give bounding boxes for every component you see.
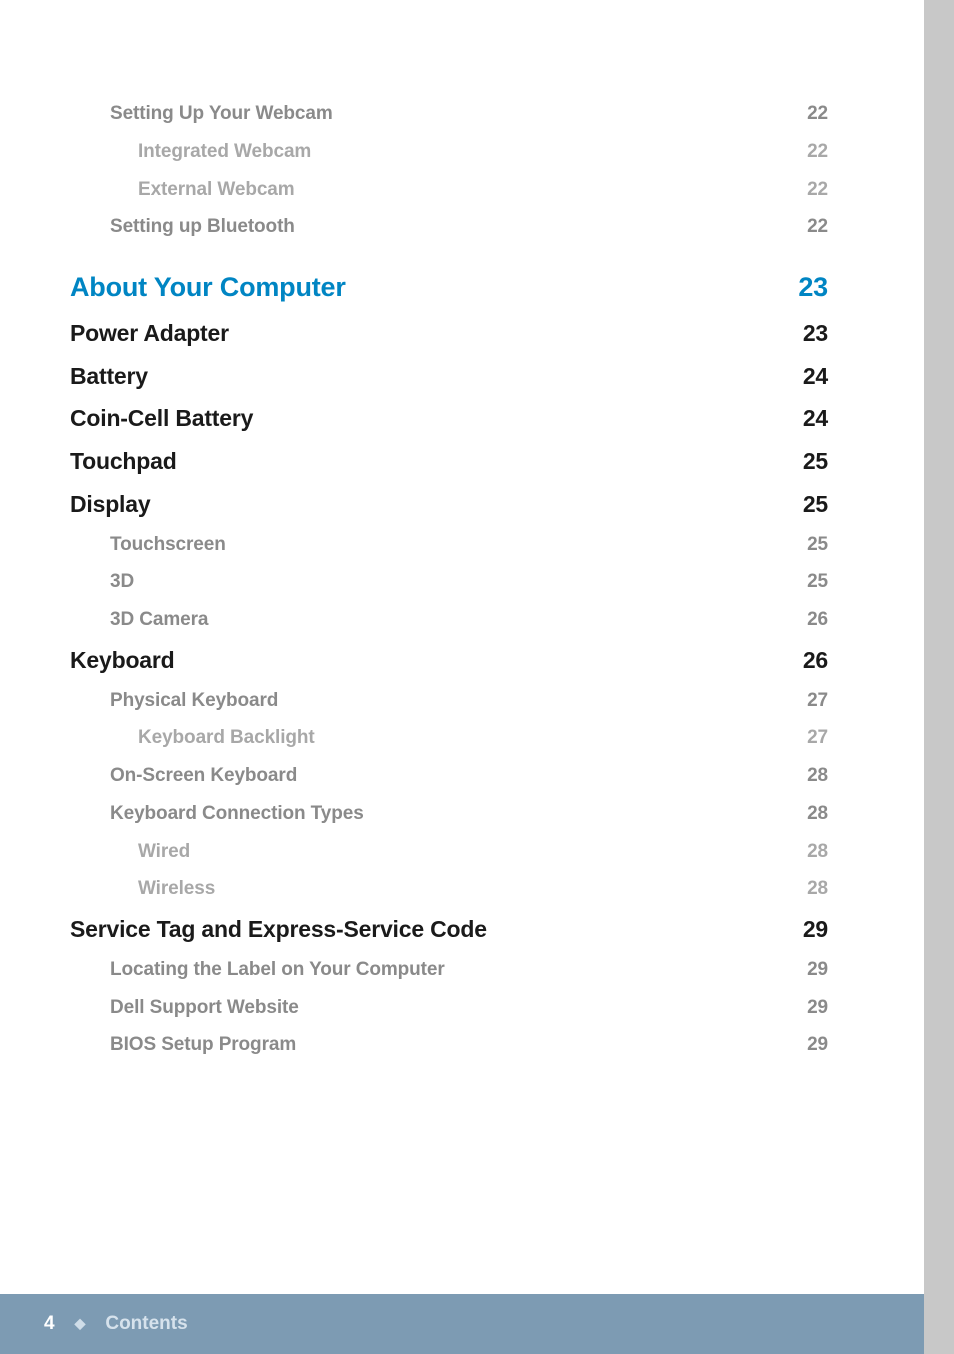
toc-entry[interactable]: Keyboard 26 — [70, 646, 828, 675]
toc-title: 3D Camera — [110, 608, 208, 632]
toc-title: Locating the Label on Your Computer — [110, 958, 445, 982]
toc-entry[interactable]: BIOS Setup Program 29 — [70, 1033, 828, 1057]
toc-page-number: 29 — [807, 996, 828, 1020]
toc-page-number: 29 — [807, 958, 828, 982]
toc-page-number: 24 — [803, 404, 828, 433]
toc-title: Touchpad — [70, 447, 177, 476]
toc-page-number: 23 — [798, 271, 828, 305]
toc-entry[interactable]: Wired 28 — [70, 840, 828, 864]
toc-page-number: 27 — [807, 689, 828, 713]
toc-entry[interactable]: External Webcam 22 — [70, 178, 828, 202]
toc-entry[interactable]: Setting up Bluetooth 22 — [70, 215, 828, 239]
toc-entry[interactable]: 3D Camera 26 — [70, 608, 828, 632]
toc-entry[interactable]: Battery 24 — [70, 362, 828, 391]
toc-title: About Your Computer — [70, 271, 346, 305]
toc-page-number: 28 — [807, 802, 828, 826]
toc-entry[interactable]: Locating the Label on Your Computer 29 — [70, 958, 828, 982]
page-footer: 4 ◆ Contents — [0, 1294, 924, 1354]
toc-title: Physical Keyboard — [110, 689, 278, 713]
toc-entry[interactable]: About Your Computer 23 — [70, 271, 828, 305]
toc-page-number: 25 — [803, 447, 828, 476]
toc-title: Keyboard Connection Types — [110, 802, 364, 826]
toc-title: Coin-Cell Battery — [70, 404, 253, 433]
toc-title: 3D — [110, 570, 134, 594]
toc-page-number: 26 — [807, 608, 828, 632]
toc-entry[interactable]: Setting Up Your Webcam 22 — [70, 102, 828, 126]
toc-title: Wired — [138, 840, 190, 864]
toc-page-number: 25 — [807, 533, 828, 557]
toc-title: Keyboard Backlight — [138, 726, 315, 750]
toc-entry[interactable]: Service Tag and Express-Service Code 29 — [70, 915, 828, 944]
toc-page-number: 22 — [807, 178, 828, 202]
toc-entry[interactable]: Coin-Cell Battery 24 — [70, 404, 828, 433]
toc-page-number: 28 — [807, 840, 828, 864]
toc-entry[interactable]: 3D 25 — [70, 570, 828, 594]
toc-entry[interactable]: Keyboard Connection Types 28 — [70, 802, 828, 826]
toc-page-number: 25 — [807, 570, 828, 594]
toc-page-number: 22 — [807, 215, 828, 239]
toc-entry[interactable]: Dell Support Website 29 — [70, 996, 828, 1020]
diamond-icon: ◆ — [75, 1315, 86, 1332]
toc-title: Service Tag and Express-Service Code — [70, 915, 487, 944]
toc-page-number: 22 — [807, 102, 828, 126]
document-page: Setting Up Your Webcam22Integrated Webca… — [0, 0, 924, 1294]
toc-page-number: 24 — [803, 362, 828, 391]
toc-title: External Webcam — [138, 178, 295, 202]
toc-title: Touchscreen — [110, 533, 226, 557]
toc-page-number: 23 — [803, 319, 828, 348]
toc-entry[interactable]: Physical Keyboard 27 — [70, 689, 828, 713]
toc-title: Integrated Webcam — [138, 140, 311, 164]
footer-page-number: 4 — [44, 1313, 55, 1335]
toc-entry[interactable]: Power Adapter 23 — [70, 319, 828, 348]
toc-title: Dell Support Website — [110, 996, 299, 1020]
toc-title: Setting Up Your Webcam — [110, 102, 333, 126]
toc-page-number: 28 — [807, 764, 828, 788]
footer-section-label: Contents — [105, 1313, 187, 1335]
toc-entry[interactable]: Display 25 — [70, 490, 828, 519]
toc-title: Wireless — [138, 877, 215, 901]
toc-entry[interactable]: Integrated Webcam 22 — [70, 140, 828, 164]
toc-title: Battery — [70, 362, 148, 391]
toc-page-number: 29 — [807, 1033, 828, 1057]
toc-page-number: 28 — [807, 877, 828, 901]
toc-entry[interactable]: On-Screen Keyboard 28 — [70, 764, 828, 788]
toc-title: Display — [70, 490, 150, 519]
toc-page-number: 27 — [807, 726, 828, 750]
toc-entry[interactable]: Wireless 28 — [70, 877, 828, 901]
toc-page-number: 26 — [803, 646, 828, 675]
toc-entry[interactable]: Touchscreen 25 — [70, 533, 828, 557]
toc-page-number: 22 — [807, 140, 828, 164]
toc-page-number: 25 — [803, 490, 828, 519]
toc-title: Power Adapter — [70, 319, 229, 348]
toc-title: BIOS Setup Program — [110, 1033, 296, 1057]
toc-entry[interactable]: Touchpad 25 — [70, 447, 828, 476]
toc-title: Setting up Bluetooth — [110, 215, 295, 239]
toc-title: On-Screen Keyboard — [110, 764, 297, 788]
toc-entry[interactable]: Keyboard Backlight 27 — [70, 726, 828, 750]
table-of-contents: Setting Up Your Webcam22Integrated Webca… — [70, 102, 828, 1057]
toc-title: Keyboard — [70, 646, 174, 675]
toc-page-number: 29 — [803, 915, 828, 944]
